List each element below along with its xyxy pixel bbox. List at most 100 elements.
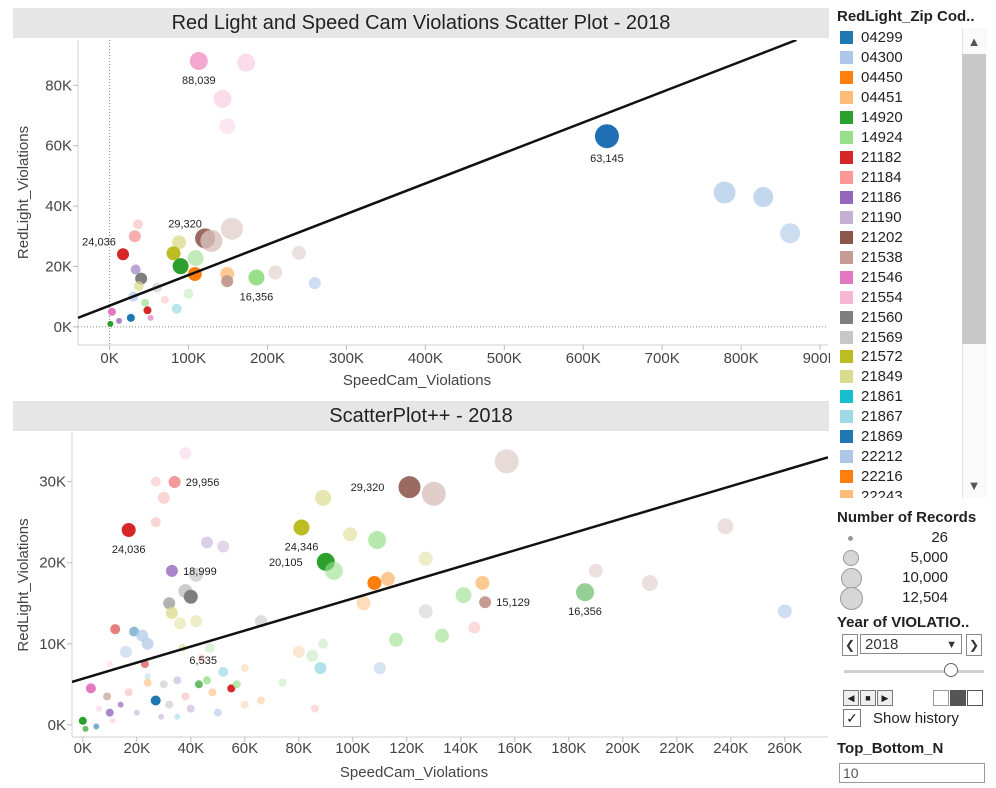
year-slider-knob[interactable]: [944, 663, 958, 677]
data-point[interactable]: [183, 589, 198, 604]
prev-year-button[interactable]: ❮: [842, 634, 858, 656]
data-point[interactable]: [240, 664, 249, 673]
data-point[interactable]: [237, 53, 256, 72]
zip-legend-item[interactable]: 04299: [836, 28, 964, 48]
data-point[interactable]: [181, 692, 190, 701]
data-point[interactable]: [107, 307, 116, 316]
data-point[interactable]: [220, 217, 243, 240]
data-point[interactable]: [144, 673, 151, 680]
data-point[interactable]: [174, 713, 181, 720]
data-point[interactable]: [257, 696, 265, 705]
zip-legend-item[interactable]: 21186: [836, 188, 964, 208]
data-point[interactable]: [130, 264, 141, 275]
data-point[interactable]: [141, 298, 150, 307]
data-point[interactable]: [103, 692, 112, 701]
data-point[interactable]: [194, 680, 203, 689]
data-point[interactable]: [278, 678, 287, 687]
data-point[interactable]: [106, 661, 113, 668]
data-point[interactable]: [150, 476, 161, 487]
data-point[interactable]: [380, 571, 395, 586]
zip-legend-item[interactable]: 22243: [836, 487, 964, 498]
zip-legend-item[interactable]: 21538: [836, 247, 964, 267]
zip-legend-item[interactable]: 21569: [836, 327, 964, 347]
show-history-checkbox[interactable]: ✓: [843, 709, 861, 727]
data-point[interactable]: [780, 223, 801, 244]
data-point[interactable]: [143, 306, 152, 315]
step-back-icon[interactable]: ◀: [843, 690, 859, 706]
data-point[interactable]: [157, 491, 170, 504]
data-point[interactable]: [468, 621, 481, 634]
data-point[interactable]: [189, 567, 204, 582]
data-point[interactable]: [78, 716, 87, 725]
zip-legend-item[interactable]: 21190: [836, 207, 964, 227]
next-year-button[interactable]: ❯: [966, 634, 982, 656]
step-forward-icon[interactable]: ▶: [877, 690, 893, 706]
data-point[interactable]: [219, 118, 236, 135]
zip-legend-item[interactable]: 21202: [836, 227, 964, 247]
data-point[interactable]: [248, 269, 265, 286]
data-point[interactable]: [777, 604, 792, 619]
data-point[interactable]: [165, 700, 174, 709]
data-point[interactable]: [165, 564, 178, 577]
data-point[interactable]: [240, 700, 249, 709]
data-point[interactable]: [82, 725, 89, 732]
data-point[interactable]: [594, 124, 619, 149]
data-point[interactable]: [107, 320, 114, 327]
data-point[interactable]: [455, 587, 472, 604]
data-point[interactable]: [178, 584, 193, 599]
data-point[interactable]: [159, 680, 168, 689]
data-point[interactable]: [110, 624, 121, 635]
data-point[interactable]: [315, 489, 332, 506]
top-bottom-n-input[interactable]: 10: [839, 763, 985, 783]
data-point[interactable]: [158, 713, 165, 720]
stop-icon[interactable]: ■: [860, 690, 876, 706]
data-point[interactable]: [201, 536, 213, 549]
data-point[interactable]: [124, 688, 133, 697]
data-point[interactable]: [324, 561, 343, 580]
data-point[interactable]: [133, 281, 144, 292]
chart-2-plot[interactable]: 0K 20K 40K 60K 80K 100K 120K 140K 160K 180K 200K 22…: [0, 0, 830, 788]
year-dropdown[interactable]: 2018 ▼: [860, 634, 962, 654]
data-point[interactable]: [186, 704, 195, 713]
data-point[interactable]: [116, 317, 123, 324]
data-point[interactable]: [168, 475, 181, 488]
data-point[interactable]: [117, 248, 129, 261]
data-point[interactable]: [128, 230, 141, 243]
data-point[interactable]: [172, 235, 187, 250]
data-point[interactable]: [189, 52, 208, 71]
zip-legend-item[interactable]: 21572: [836, 347, 964, 367]
zip-legend-item[interactable]: 14920: [836, 108, 964, 128]
data-point[interactable]: [314, 662, 327, 675]
data-point[interactable]: [717, 518, 734, 535]
trend-line[interactable]: [78, 40, 797, 319]
speed-fast-icon[interactable]: [967, 690, 983, 706]
zip-legend-item[interactable]: 22216: [836, 467, 964, 487]
data-point[interactable]: [197, 654, 206, 663]
zip-legend-item[interactable]: 22212: [836, 447, 964, 467]
zip-legend-item[interactable]: 14924: [836, 128, 964, 148]
data-point[interactable]: [418, 604, 433, 619]
speed-slow-icon[interactable]: [933, 690, 949, 706]
data-point[interactable]: [475, 575, 490, 590]
zip-legend-item[interactable]: 21184: [836, 168, 964, 188]
data-point[interactable]: [588, 563, 603, 578]
zip-legend-item[interactable]: 04451: [836, 88, 964, 108]
data-point[interactable]: [183, 288, 194, 299]
data-point[interactable]: [147, 314, 154, 321]
data-point[interactable]: [311, 704, 319, 713]
data-point[interactable]: [418, 551, 433, 566]
data-point[interactable]: [713, 181, 736, 204]
data-point[interactable]: [421, 481, 446, 506]
scroll-up-icon[interactable]: ▲: [967, 34, 981, 49]
zip-legend-item[interactable]: 21546: [836, 267, 964, 287]
zip-legend-item[interactable]: 04300: [836, 48, 964, 68]
zip-legend-item[interactable]: 21869: [836, 427, 964, 447]
data-point[interactable]: [576, 583, 594, 602]
data-point[interactable]: [173, 676, 182, 685]
data-point[interactable]: [117, 701, 124, 708]
data-point[interactable]: [172, 258, 189, 275]
trend-line[interactable]: [72, 456, 828, 684]
data-point[interactable]: [166, 246, 181, 261]
data-point[interactable]: [434, 628, 449, 643]
data-point[interactable]: [190, 615, 203, 628]
